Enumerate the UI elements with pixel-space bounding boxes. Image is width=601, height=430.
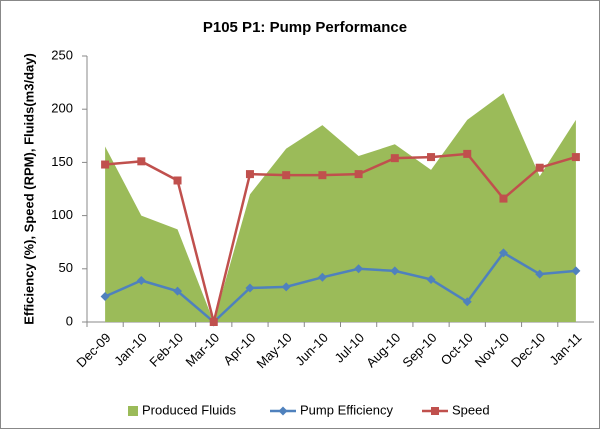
legend-label: Produced Fluids <box>142 402 236 417</box>
legend-marker <box>278 406 288 416</box>
y-axis-label: Efficiency (%), Speed (RPM), Fluids(m3/d… <box>21 53 36 325</box>
legend-label: Speed <box>452 402 490 417</box>
y-tick-label: 50 <box>59 260 73 275</box>
marker <box>318 171 327 180</box>
marker <box>535 163 544 172</box>
marker <box>390 154 399 163</box>
line <box>104 251 577 324</box>
marker <box>282 171 291 180</box>
marker <box>136 276 146 286</box>
legend-label: Pump Efficiency <box>300 402 393 417</box>
marker <box>463 149 472 158</box>
marker <box>281 282 291 292</box>
line <box>104 152 577 323</box>
marker <box>137 157 146 166</box>
marker <box>245 283 255 293</box>
marker <box>245 170 254 179</box>
marker <box>571 153 580 162</box>
y-tick-label: 200 <box>51 101 73 116</box>
marker <box>354 264 364 274</box>
y-tick-label: 250 <box>51 47 73 62</box>
marker <box>499 194 508 203</box>
marker <box>462 297 472 307</box>
legend-marker <box>431 407 439 415</box>
marker <box>100 291 110 301</box>
marker <box>209 318 218 326</box>
chart-title: P105 P1: Pump Performance <box>203 19 407 36</box>
marker <box>427 153 436 162</box>
marker <box>101 160 110 169</box>
y-tick-label: 150 <box>51 154 73 169</box>
legend-swatch <box>128 406 138 416</box>
area <box>105 93 576 323</box>
marker <box>498 248 508 258</box>
y-tick-label: 100 <box>51 207 73 222</box>
marker <box>173 286 183 296</box>
marker <box>354 170 363 179</box>
marker <box>173 176 182 185</box>
marker <box>426 274 436 284</box>
marker <box>535 269 545 279</box>
y-tick-label: 0 <box>66 313 73 328</box>
marker <box>571 266 581 276</box>
marker <box>317 272 327 282</box>
marker <box>390 266 400 276</box>
